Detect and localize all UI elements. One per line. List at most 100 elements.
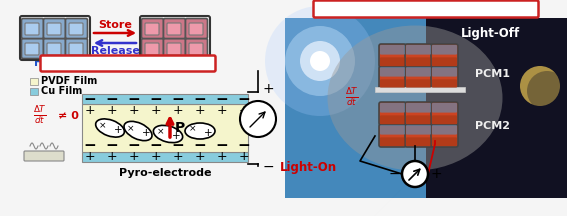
Text: Light-On: Light-On [280, 162, 337, 175]
Circle shape [402, 161, 428, 187]
FancyBboxPatch shape [25, 43, 39, 55]
Text: +: + [107, 151, 117, 164]
Text: PCM2: PCM2 [475, 121, 510, 131]
Ellipse shape [153, 125, 183, 143]
FancyBboxPatch shape [167, 23, 181, 35]
Text: −: − [83, 138, 96, 154]
FancyBboxPatch shape [66, 19, 87, 38]
FancyBboxPatch shape [142, 38, 163, 59]
Circle shape [310, 51, 330, 71]
FancyBboxPatch shape [380, 125, 405, 135]
Text: −: − [215, 138, 229, 154]
FancyBboxPatch shape [406, 115, 431, 124]
Text: −: − [150, 138, 162, 154]
FancyBboxPatch shape [145, 43, 159, 55]
Text: −: − [172, 92, 184, 106]
Bar [82, 152, 248, 162]
FancyBboxPatch shape [406, 103, 431, 113]
Text: +: + [194, 103, 205, 116]
Text: P: P [175, 121, 185, 135]
FancyBboxPatch shape [69, 23, 83, 35]
FancyBboxPatch shape [22, 38, 44, 59]
Text: −: − [388, 167, 400, 181]
Text: +: + [239, 103, 249, 116]
FancyBboxPatch shape [145, 23, 159, 35]
Text: +: + [151, 151, 162, 164]
FancyBboxPatch shape [167, 43, 181, 55]
Text: −: − [238, 138, 251, 154]
FancyBboxPatch shape [163, 19, 185, 38]
Bar [82, 94, 248, 104]
Text: −: − [83, 92, 96, 106]
FancyBboxPatch shape [189, 23, 203, 35]
Bar [30, 88, 38, 95]
FancyBboxPatch shape [24, 151, 64, 161]
FancyBboxPatch shape [380, 57, 405, 66]
Text: $\frac{\Delta T}{dt}$: $\frac{\Delta T}{dt}$ [345, 87, 359, 109]
Text: PVDF Film: PVDF Film [41, 76, 98, 86]
Text: ×: × [99, 121, 107, 130]
FancyBboxPatch shape [432, 115, 457, 124]
Text: Energy Harvesting: Energy Harvesting [361, 3, 491, 16]
FancyBboxPatch shape [314, 0, 539, 17]
Text: +: + [173, 151, 183, 164]
Text: PCM1: PCM1 [475, 69, 510, 79]
FancyBboxPatch shape [44, 38, 66, 59]
FancyBboxPatch shape [40, 56, 215, 71]
Text: −: − [105, 92, 119, 106]
FancyBboxPatch shape [432, 79, 457, 88]
FancyBboxPatch shape [432, 57, 457, 66]
Text: −: − [105, 138, 119, 154]
Ellipse shape [328, 25, 502, 170]
Bar [285, 18, 426, 198]
Text: −: − [263, 160, 274, 174]
FancyBboxPatch shape [69, 43, 83, 55]
FancyBboxPatch shape [66, 38, 87, 59]
FancyBboxPatch shape [379, 66, 406, 89]
FancyBboxPatch shape [406, 67, 431, 77]
Circle shape [520, 66, 560, 106]
FancyBboxPatch shape [380, 67, 405, 77]
FancyBboxPatch shape [185, 19, 208, 38]
Text: Molten: Molten [154, 58, 197, 68]
Ellipse shape [124, 121, 152, 141]
FancyBboxPatch shape [380, 137, 405, 146]
FancyBboxPatch shape [380, 45, 405, 55]
Text: −: − [128, 138, 141, 154]
Text: $\frac{\Delta T}{dt}$: $\frac{\Delta T}{dt}$ [33, 105, 47, 127]
FancyBboxPatch shape [431, 124, 458, 147]
Text: +: + [204, 128, 212, 138]
Text: −: − [193, 138, 206, 154]
FancyBboxPatch shape [432, 137, 457, 146]
FancyBboxPatch shape [406, 125, 431, 135]
FancyBboxPatch shape [379, 124, 406, 147]
FancyBboxPatch shape [405, 44, 432, 67]
Text: Release: Release [91, 46, 139, 56]
Text: Store: Store [98, 20, 132, 30]
Text: +: + [172, 131, 180, 141]
Text: +: + [239, 151, 249, 164]
FancyBboxPatch shape [431, 44, 458, 67]
FancyBboxPatch shape [380, 103, 405, 113]
Text: +: + [129, 103, 139, 116]
Text: −: − [215, 92, 229, 106]
FancyBboxPatch shape [405, 66, 432, 89]
Ellipse shape [96, 119, 124, 137]
Text: +: + [194, 151, 205, 164]
Text: +: + [107, 103, 117, 116]
Text: Frozen: Frozen [34, 58, 76, 68]
FancyBboxPatch shape [185, 38, 208, 59]
FancyBboxPatch shape [380, 79, 405, 88]
Text: +: + [151, 103, 162, 116]
Bar [30, 78, 38, 85]
FancyBboxPatch shape [432, 45, 457, 55]
FancyBboxPatch shape [406, 137, 431, 146]
Circle shape [300, 41, 340, 81]
Text: Pyro-electrode: Pyro-electrode [119, 168, 211, 178]
Text: Light-Off: Light-Off [460, 27, 519, 41]
Text: −: − [150, 92, 162, 106]
Bar [82, 104, 248, 152]
Text: +: + [114, 125, 122, 135]
Bar [426, 18, 567, 198]
Bar [375, 87, 465, 92]
